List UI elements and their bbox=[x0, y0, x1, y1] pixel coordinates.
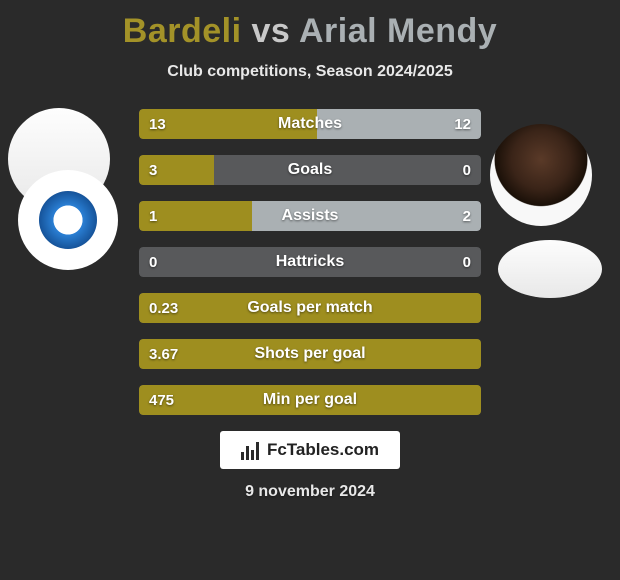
club-badge-ball-icon bbox=[39, 191, 97, 249]
player2-club-badge bbox=[498, 240, 602, 298]
stat-row: 1312Matches bbox=[139, 109, 481, 139]
stat-row: 0.23Goals per match bbox=[139, 293, 481, 323]
stat-label: Goals bbox=[139, 155, 481, 185]
chart-icon bbox=[241, 440, 261, 460]
stat-label: Hattricks bbox=[139, 247, 481, 277]
stat-label: Min per goal bbox=[139, 385, 481, 415]
site-logo: FcTables.com bbox=[220, 431, 400, 469]
stat-row: 12Assists bbox=[139, 201, 481, 231]
stat-label: Matches bbox=[139, 109, 481, 139]
site-name: FcTables.com bbox=[267, 440, 379, 460]
stat-row: 475Min per goal bbox=[139, 385, 481, 415]
vs-text: vs bbox=[251, 12, 290, 50]
stats-comparison: 1312Matches 30Goals 12Assists 00Hattricks 0.… bbox=[139, 109, 481, 415]
page-title: Bardeli vs Arial Mendy bbox=[0, 0, 620, 51]
stat-row: 00Hattricks bbox=[139, 247, 481, 277]
stat-label: Goals per match bbox=[139, 293, 481, 323]
stat-row: 3.67Shots per goal bbox=[139, 339, 481, 369]
player1-name: Bardeli bbox=[123, 12, 242, 50]
stat-label: Shots per goal bbox=[139, 339, 481, 369]
date-label: 9 november 2024 bbox=[0, 483, 620, 501]
player2-photo bbox=[490, 124, 592, 226]
player2-name: Arial Mendy bbox=[299, 12, 497, 50]
stat-row: 30Goals bbox=[139, 155, 481, 185]
player1-club-badge: USLD bbox=[18, 170, 118, 270]
subtitle: Club competitions, Season 2024/2025 bbox=[0, 63, 620, 81]
stat-label: Assists bbox=[139, 201, 481, 231]
